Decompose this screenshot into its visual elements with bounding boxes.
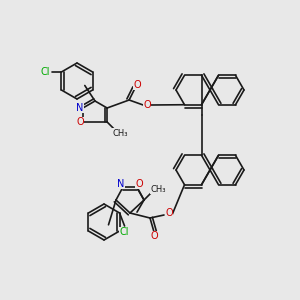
Text: O: O xyxy=(76,117,84,127)
Text: N: N xyxy=(76,103,84,113)
Text: O: O xyxy=(135,179,143,189)
Text: O: O xyxy=(133,80,141,90)
Text: O: O xyxy=(150,231,158,241)
Text: Cl: Cl xyxy=(41,67,50,77)
Text: O: O xyxy=(143,100,151,110)
Text: N: N xyxy=(117,179,125,189)
Text: O: O xyxy=(165,208,173,218)
Text: CH₃: CH₃ xyxy=(150,184,166,194)
Text: Cl: Cl xyxy=(120,227,129,237)
Text: CH₃: CH₃ xyxy=(112,128,128,137)
